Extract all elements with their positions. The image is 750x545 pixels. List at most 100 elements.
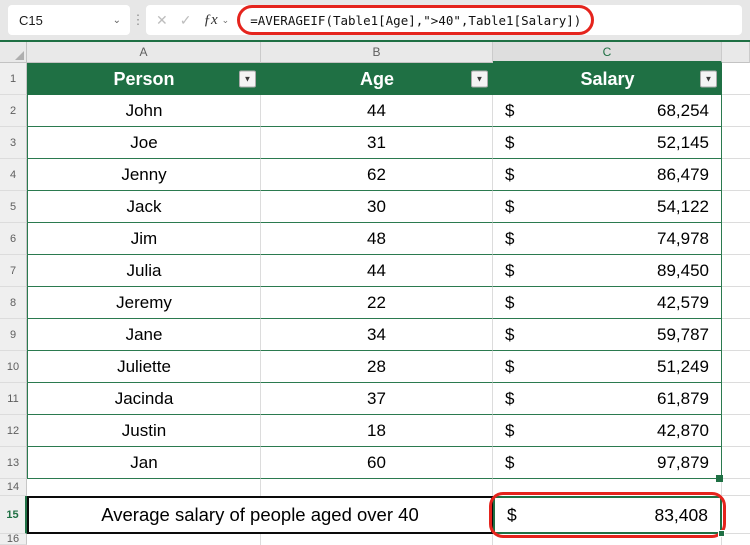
cell[interactable] <box>261 479 493 496</box>
row-header-3[interactable]: 3 <box>0 127 27 159</box>
table-header-salary[interactable]: Salary ▼ <box>493 63 722 95</box>
formula-input[interactable]: =AVERAGEIF(Table1[Age],">40",Table1[Sala… <box>250 12 582 28</box>
enter-icon[interactable]: ✓ <box>179 11 192 28</box>
column-header-a[interactable]: A <box>27 42 261 63</box>
filter-button-salary[interactable]: ▼ <box>700 70 717 88</box>
cell[interactable] <box>261 534 493 545</box>
cell[interactable] <box>493 479 722 496</box>
cell[interactable] <box>722 479 750 496</box>
name-box[interactable]: C15 ⌄ <box>8 5 130 35</box>
cell[interactable] <box>722 415 750 447</box>
cell-age-6[interactable]: 48 <box>261 223 493 255</box>
cell-age-13[interactable]: 60 <box>261 447 493 479</box>
row-header-4[interactable]: 4 <box>0 159 27 191</box>
select-all-corner[interactable] <box>0 42 27 63</box>
cell[interactable] <box>722 534 750 545</box>
filter-button-age[interactable]: ▼ <box>471 70 488 88</box>
row-header-15[interactable]: 15 <box>0 496 27 534</box>
row-header-6[interactable]: 6 <box>0 223 27 255</box>
cell-age-10[interactable]: 28 <box>261 351 493 383</box>
row-header-12[interactable]: 12 <box>0 415 27 447</box>
cell-age-7[interactable]: 44 <box>261 255 493 287</box>
cell-salary-4[interactable]: $86,479 <box>493 159 722 191</box>
cell[interactable] <box>722 223 750 255</box>
table-header-age[interactable]: Age ▼ <box>261 63 493 95</box>
row-header-2[interactable]: 2 <box>0 95 27 127</box>
cell-salary-11[interactable]: $61,879 <box>493 383 722 415</box>
cell-age-12[interactable]: 18 <box>261 415 493 447</box>
cell-person-6[interactable]: Jim <box>27 223 261 255</box>
cell-person-7[interactable]: Julia <box>27 255 261 287</box>
cell-person-10[interactable]: Juliette <box>27 351 261 383</box>
table-resize-handle[interactable] <box>716 475 723 482</box>
column-header-b[interactable]: B <box>261 42 493 63</box>
row-header-14[interactable]: 14 <box>0 479 27 496</box>
cell-person-8[interactable]: Jeremy <box>27 287 261 319</box>
column-header-d[interactable] <box>722 42 750 63</box>
cell-salary-7[interactable]: $89,450 <box>493 255 722 287</box>
cell-age-2[interactable]: 44 <box>261 95 493 127</box>
cell[interactable] <box>722 95 750 127</box>
cell[interactable] <box>722 255 750 287</box>
cell[interactable] <box>27 534 261 545</box>
cell-age-8[interactable]: 22 <box>261 287 493 319</box>
row-header-9[interactable]: 9 <box>0 319 27 351</box>
cell-salary-13[interactable]: $97,879 <box>493 447 723 482</box>
cell[interactable] <box>722 63 750 95</box>
cell[interactable] <box>722 191 750 223</box>
cell-person-2[interactable]: John <box>27 95 261 127</box>
cell-age-5[interactable]: 30 <box>261 191 493 223</box>
row-header-13[interactable]: 13 <box>0 447 27 479</box>
column-header-c[interactable]: C <box>493 42 722 63</box>
cell-salary-12[interactable]: $42,870 <box>493 415 722 447</box>
cell-person-13[interactable]: Jan <box>27 447 261 479</box>
cell[interactable] <box>722 159 750 191</box>
spreadsheet-grid: A B C 1 Person ▼ Age ▼ Salary ▼ 2 John 44 $68,254 3 Joe… <box>0 40 750 545</box>
cell[interactable] <box>722 383 750 415</box>
cell-salary-9[interactable]: $59,787 <box>493 319 722 351</box>
cell-salary-10[interactable]: $51,249 <box>493 351 722 383</box>
cell-salary-8[interactable]: $42,579 <box>493 287 722 319</box>
selected-cell-c15[interactable]: $83,408 <box>489 492 726 538</box>
cell-person-5[interactable]: Jack <box>27 191 261 223</box>
cell-person-3[interactable]: Joe <box>27 127 261 159</box>
table-header-person[interactable]: Person ▼ <box>27 63 261 95</box>
cell-salary-3[interactable]: $52,145 <box>493 127 722 159</box>
salary-value: 51,249 <box>657 356 709 376</box>
cell-age-4[interactable]: 62 <box>261 159 493 191</box>
filter-button-person[interactable]: ▼ <box>239 70 256 88</box>
cell[interactable] <box>722 447 750 479</box>
cell[interactable] <box>722 319 750 351</box>
cell-salary-6[interactable]: $74,978 <box>493 223 722 255</box>
cell-person-12[interactable]: Justin <box>27 415 261 447</box>
cell-age-11[interactable]: 37 <box>261 383 493 415</box>
row-header-11[interactable]: 11 <box>0 383 27 415</box>
cancel-icon[interactable]: ✕ <box>156 11 168 28</box>
cell-age-9[interactable]: 34 <box>261 319 493 351</box>
row-header-5[interactable]: 5 <box>0 191 27 223</box>
chevron-down-icon[interactable]: ⌄ <box>112 14 121 26</box>
cell[interactable] <box>722 496 750 534</box>
row-header-16[interactable]: 16 <box>0 533 27 545</box>
cell-person-9[interactable]: Jane <box>27 319 261 351</box>
row-header-7[interactable]: 7 <box>0 255 27 287</box>
cell[interactable] <box>722 127 750 159</box>
cell-person-4[interactable]: Jenny <box>27 159 261 191</box>
insert-function-icon[interactable]: ƒx <box>203 11 218 28</box>
cell-salary-2[interactable]: $68,254 <box>493 95 722 127</box>
annotation-red-oval-formula: =AVERAGEIF(Table1[Age],">40",Table1[Sala… <box>237 5 595 35</box>
fill-handle[interactable] <box>718 530 725 537</box>
summary-label-cell[interactable]: Average salary of people aged over 40 <box>27 496 493 534</box>
row-header-10[interactable]: 10 <box>0 351 27 383</box>
cell-age-3[interactable]: 31 <box>261 127 493 159</box>
cell[interactable] <box>722 287 750 319</box>
cell[interactable] <box>27 479 261 496</box>
cell[interactable] <box>722 351 750 383</box>
row-header-8[interactable]: 8 <box>0 287 27 319</box>
cell[interactable] <box>493 534 722 545</box>
cell-salary-5[interactable]: $54,122 <box>493 191 722 223</box>
chevron-down-icon[interactable]: ⌄ <box>221 14 230 25</box>
salary-value: 86,479 <box>657 164 709 184</box>
row-header-1[interactable]: 1 <box>0 63 27 95</box>
cell-person-11[interactable]: Jacinda <box>27 383 261 415</box>
